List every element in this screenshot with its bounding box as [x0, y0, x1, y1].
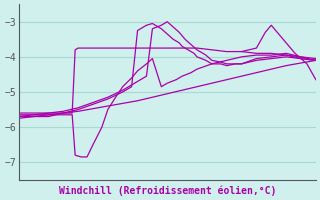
X-axis label: Windchill (Refroidissement éolien,°C): Windchill (Refroidissement éolien,°C): [59, 185, 276, 196]
